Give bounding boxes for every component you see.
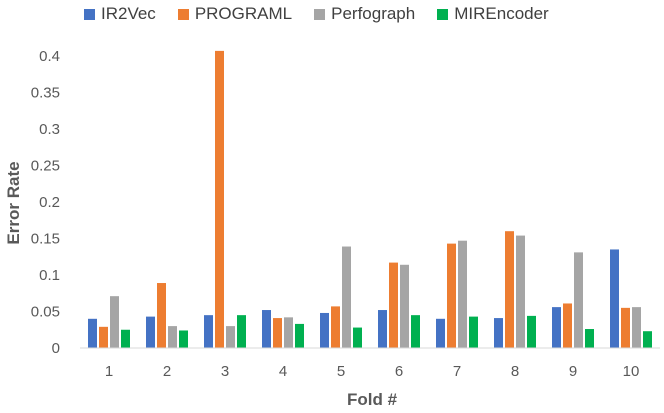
bar-perfograph-fold-1: [110, 296, 119, 348]
bar-programl-fold-2: [157, 283, 166, 348]
bar-programl-fold-7: [447, 243, 456, 348]
bar-ir2vec-fold-6: [378, 310, 387, 348]
y-tick-label: 0.1: [39, 267, 60, 284]
bar-mirencoder-fold-4: [295, 323, 304, 348]
bar-mirencoder-fold-1: [121, 329, 130, 348]
bars: [88, 50, 652, 348]
bar-mirencoder-fold-5: [353, 327, 362, 348]
legend: IR2Vec PROGRAML Perfograph MIREncoder: [84, 4, 549, 24]
bar-perfograph-fold-5: [342, 246, 351, 348]
bar-mirencoder-fold-8: [527, 315, 536, 348]
legend-label: PROGRAML: [194, 4, 293, 23]
bar-programl-fold-1: [99, 326, 108, 348]
legend-label: MIREncoder: [454, 4, 549, 23]
bar-programl-fold-8: [505, 231, 514, 348]
bar-programl-fold-5: [331, 306, 340, 348]
legend-swatch: [314, 8, 326, 20]
bar-ir2vec-fold-3: [204, 315, 213, 348]
x-tick-label: 1: [105, 363, 113, 380]
bar-ir2vec-fold-2: [146, 316, 155, 348]
bar-perfograph-fold-3: [226, 326, 235, 348]
bar-perfograph-fold-2: [168, 326, 177, 348]
bar-ir2vec-fold-4: [262, 310, 271, 348]
y-tick-label: 0.35: [31, 85, 60, 102]
x-tick-label: 4: [279, 363, 287, 380]
legend-swatch: [177, 8, 189, 20]
bar-perfograph-fold-7: [458, 240, 467, 348]
bar-perfograph-fold-8: [516, 235, 525, 348]
y-tick-label: 0.3: [39, 121, 60, 138]
y-axis-title: Error Rate: [4, 161, 23, 244]
bar-programl-fold-10: [621, 307, 630, 348]
y-tick-label: 0.05: [31, 304, 60, 321]
bar-programl-fold-6: [389, 262, 398, 348]
x-tick-label: 6: [395, 363, 403, 380]
x-axis-title: Fold #: [347, 390, 398, 409]
bar-programl-fold-9: [563, 303, 572, 348]
y-tick-label: 0.2: [39, 194, 60, 211]
legend-item-ir2vec: IR2Vec: [84, 4, 156, 24]
bar-ir2vec-fold-5: [320, 312, 329, 348]
x-tick-label: 5: [337, 363, 345, 380]
bar-mirencoder-fold-2: [179, 330, 188, 348]
bar-perfograph-fold-9: [574, 252, 583, 348]
y-tick-label: 0.15: [31, 231, 60, 248]
legend-swatch: [437, 8, 449, 20]
bar-ir2vec-fold-9: [552, 307, 561, 348]
legend-swatch: [84, 8, 95, 20]
bar-ir2vec-fold-10: [610, 249, 619, 348]
bar-perfograph-fold-4: [284, 317, 293, 348]
bar-perfograph-fold-6: [400, 264, 409, 348]
legend-item-programl: PROGRAML: [177, 4, 293, 24]
x-axis-ticks: 1 2 3 4 5 6 7 8 9 10: [105, 363, 640, 380]
bar-mirencoder-fold-10: [643, 331, 652, 348]
legend-label: Perfograph: [331, 4, 416, 23]
bar-mirencoder-fold-7: [469, 316, 478, 348]
bar-mirencoder-fold-3: [237, 315, 246, 348]
bar-mirencoder-fold-9: [585, 329, 594, 348]
y-tick-label: 0: [52, 340, 60, 357]
bar-programl-fold-3: [215, 50, 224, 348]
x-tick-label: 7: [453, 363, 461, 380]
x-tick-label: 2: [163, 363, 171, 380]
bar-mirencoder-fold-6: [411, 315, 420, 348]
legend-item-perfograph: Perfograph: [314, 4, 415, 24]
bar-programl-fold-4: [273, 318, 282, 348]
x-tick-label: 9: [569, 363, 577, 380]
x-tick-label: 10: [623, 363, 640, 380]
y-tick-label: 0.25: [31, 158, 60, 175]
x-tick-label: 8: [511, 363, 519, 380]
bar-ir2vec-fold-7: [436, 318, 445, 348]
x-tick-label: 3: [221, 363, 229, 380]
bar-perfograph-fold-10: [632, 307, 641, 348]
legend-label: IR2Vec: [101, 4, 156, 23]
y-tick-label: 0.4: [39, 48, 60, 65]
legend-item-mirencoder: MIREncoder: [437, 4, 549, 24]
bar-ir2vec-fold-8: [494, 318, 503, 348]
bar-ir2vec-fold-1: [88, 318, 97, 348]
y-axis-ticks: 0 0.05 0.1 0.15 0.2 0.25 0.3 0.35 0.4: [31, 48, 60, 357]
